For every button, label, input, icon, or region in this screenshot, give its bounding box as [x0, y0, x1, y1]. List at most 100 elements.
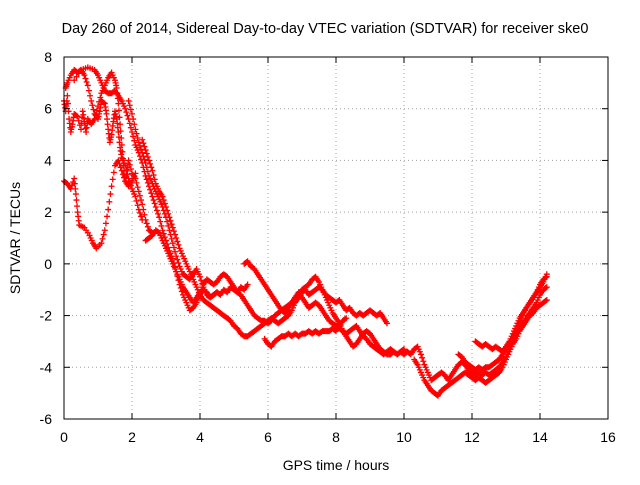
data-point [75, 70, 82, 77]
data-point [543, 271, 550, 278]
data-point [108, 183, 115, 190]
data-point [116, 160, 123, 167]
data-point [172, 231, 179, 238]
data-point [139, 216, 146, 223]
data-point [175, 241, 182, 248]
data-point [82, 75, 89, 82]
data-point [134, 184, 141, 191]
data-point [83, 78, 90, 85]
data-point [124, 171, 131, 178]
data-point [174, 238, 181, 245]
data-point [131, 121, 138, 128]
series-track-3 [62, 66, 146, 223]
data-point [153, 207, 160, 214]
data-point [167, 217, 174, 224]
data-point [144, 153, 151, 160]
data-point [343, 315, 350, 322]
data-point [126, 178, 133, 185]
data-point [124, 112, 131, 119]
data-point [144, 179, 151, 186]
data-point [130, 133, 137, 140]
data-point [99, 235, 106, 242]
data-point [161, 200, 168, 207]
x-tick-label: 8 [332, 429, 340, 445]
data-point [160, 230, 167, 237]
data-point [72, 191, 79, 198]
data-point [102, 220, 109, 227]
series-track-12 [472, 271, 550, 355]
data-point [163, 203, 169, 210]
data-point [127, 166, 134, 173]
data-point [127, 182, 134, 189]
data-point [143, 176, 150, 183]
y-tick-label: 0 [44, 256, 52, 272]
series-track-6 [139, 136, 390, 340]
data-point [144, 223, 151, 230]
data-point [126, 161, 133, 168]
data-point [542, 297, 549, 304]
data-point [141, 211, 148, 218]
data-point [164, 207, 171, 214]
data-point [125, 157, 132, 164]
data-point [174, 256, 181, 263]
data-point [212, 290, 219, 297]
data-point [152, 203, 159, 210]
series-track-8 [241, 258, 407, 358]
data-point [104, 116, 111, 123]
data-point [161, 234, 168, 241]
data-point [115, 128, 122, 135]
data-point [342, 316, 349, 323]
data-point [159, 227, 166, 234]
data-point [173, 235, 180, 241]
data-point [139, 136, 146, 143]
data-point [125, 97, 132, 104]
data-point [73, 197, 80, 204]
y-tick-label: 6 [44, 101, 52, 117]
data-point [122, 105, 129, 112]
x-tick-label: 0 [60, 429, 68, 445]
data-point [127, 124, 134, 131]
data-point [399, 347, 406, 354]
data-point [123, 166, 130, 173]
data-point [88, 97, 95, 104]
data-point [151, 200, 158, 207]
data-point [170, 228, 177, 235]
data-point [142, 147, 149, 154]
data-point [109, 176, 116, 183]
data-point [165, 210, 172, 217]
data-point [148, 190, 155, 197]
data-point [138, 197, 145, 204]
y-tick-label: -2 [40, 308, 53, 324]
y-tick-label: -6 [40, 411, 53, 427]
y-tick-label: 2 [44, 204, 52, 220]
data-point [136, 210, 143, 217]
data-point [129, 128, 135, 135]
data-point [65, 108, 72, 115]
data-point [72, 185, 79, 192]
data-point [147, 186, 154, 193]
data-point [87, 92, 94, 99]
data-point [106, 198, 113, 205]
data-point [148, 164, 155, 171]
data-point [122, 162, 129, 169]
data-point [98, 240, 105, 247]
data-point [104, 213, 111, 220]
data-point [127, 106, 134, 113]
data-point [101, 227, 108, 234]
data-point [71, 77, 78, 84]
data-point [173, 253, 180, 260]
data-point [71, 180, 78, 187]
data-point [169, 240, 176, 247]
data-point [140, 140, 147, 147]
data-point [97, 94, 104, 101]
data-point [170, 244, 177, 251]
data-point [133, 197, 140, 204]
data-point [117, 121, 124, 128]
data-point [84, 82, 91, 89]
data-point [156, 214, 163, 221]
data-point [142, 160, 149, 167]
data-point [73, 112, 80, 119]
data-point [144, 168, 151, 175]
data-point [126, 120, 133, 127]
